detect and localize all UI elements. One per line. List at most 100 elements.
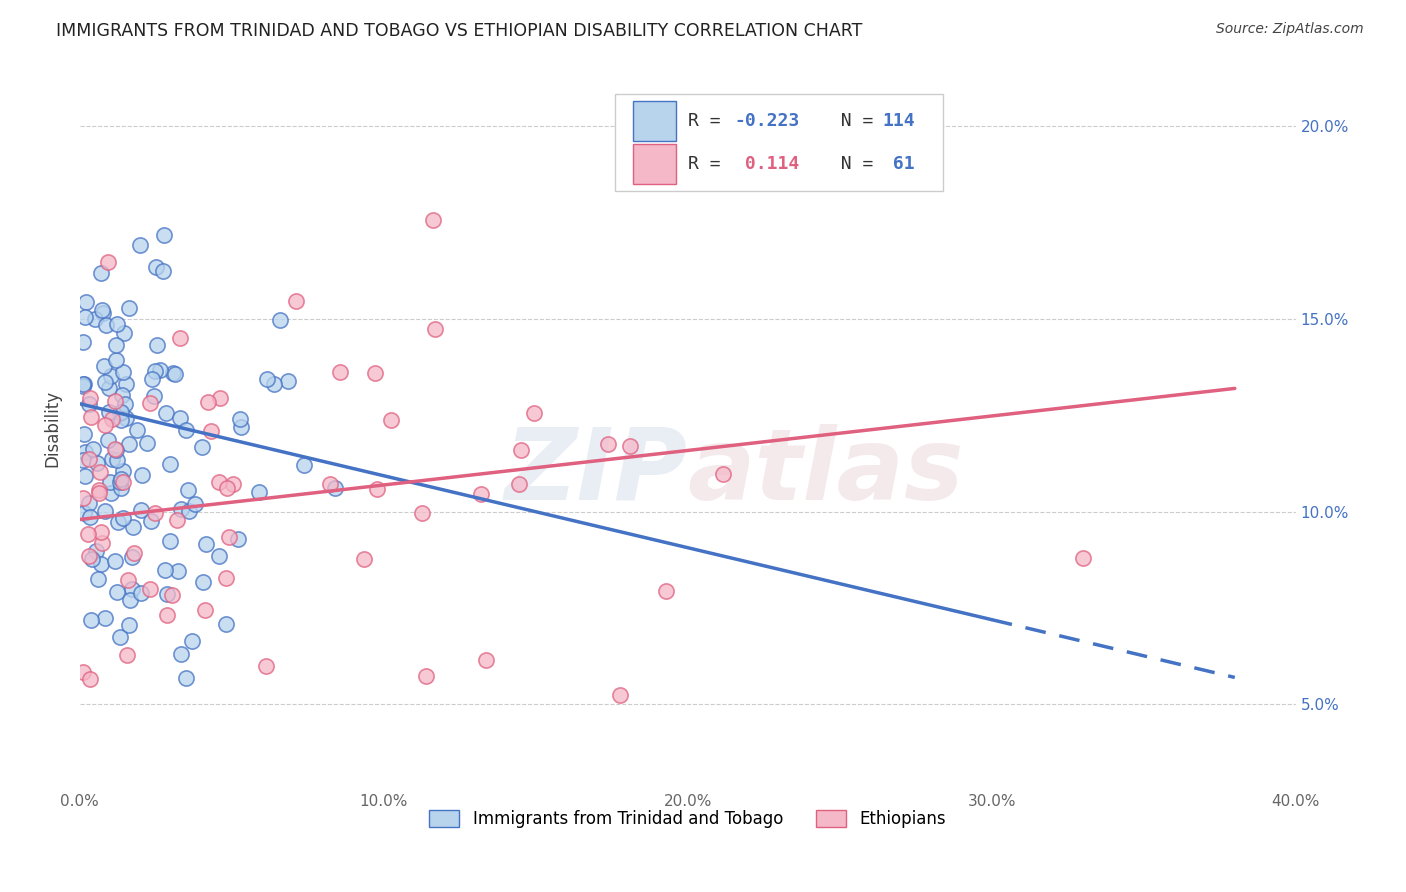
- Y-axis label: Disability: Disability: [44, 391, 60, 467]
- Point: [101, 451, 124, 466]
- Point: [156, 587, 179, 601]
- Point: [208, 549, 231, 563]
- Point: [125, 423, 148, 437]
- Point: [94, 318, 117, 332]
- Point: [148, 363, 170, 377]
- Point: [97, 434, 120, 448]
- Point: [73, 469, 96, 483]
- Point: [136, 435, 159, 450]
- Text: ZIP: ZIP: [505, 424, 688, 521]
- Point: [162, 588, 184, 602]
- Point: [105, 317, 128, 331]
- Point: [141, 372, 163, 386]
- Point: [174, 423, 197, 437]
- Point: [79, 549, 101, 563]
- Point: [254, 659, 277, 673]
- Point: [152, 264, 174, 278]
- Point: [108, 475, 131, 489]
- Text: atlas: atlas: [688, 424, 965, 521]
- Point: [129, 586, 152, 600]
- Point: [112, 511, 135, 525]
- Point: [121, 549, 143, 564]
- Point: [411, 507, 433, 521]
- Point: [184, 497, 207, 511]
- Point: [190, 440, 212, 454]
- Point: [111, 388, 134, 402]
- Point: [247, 485, 270, 500]
- Point: [90, 557, 112, 571]
- Point: [191, 575, 214, 590]
- Point: [110, 405, 132, 419]
- Point: [380, 412, 402, 426]
- Legend: Immigrants from Trinidad and Tobago, Ethiopians: Immigrants from Trinidad and Tobago, Eth…: [423, 804, 953, 835]
- Point: [91, 536, 114, 550]
- Point: [72, 491, 94, 506]
- Point: [104, 443, 127, 458]
- Point: [72, 379, 94, 393]
- Point: [329, 365, 352, 379]
- Text: 114: 114: [882, 112, 915, 130]
- Point: [112, 465, 135, 479]
- Point: [98, 404, 121, 418]
- Text: N =: N =: [820, 112, 884, 130]
- Point: [153, 563, 176, 577]
- Point: [110, 472, 132, 486]
- Point: [166, 565, 188, 579]
- Bar: [614, 94, 943, 191]
- Point: [104, 393, 127, 408]
- Point: [79, 391, 101, 405]
- Point: [169, 647, 191, 661]
- Point: [93, 375, 115, 389]
- Point: [118, 301, 141, 315]
- Point: [108, 630, 131, 644]
- Point: [86, 456, 108, 470]
- Point: [177, 504, 200, 518]
- Point: [82, 442, 104, 456]
- Point: [195, 537, 218, 551]
- Point: [256, 371, 278, 385]
- Point: [108, 406, 131, 420]
- Point: [364, 366, 387, 380]
- Point: [170, 502, 193, 516]
- Point: [143, 364, 166, 378]
- Point: [145, 338, 167, 352]
- Point: [110, 481, 132, 495]
- Point: [77, 496, 100, 510]
- Point: [122, 546, 145, 560]
- Point: [73, 310, 96, 325]
- Point: [73, 426, 96, 441]
- Text: N =: N =: [820, 155, 884, 173]
- Point: [226, 533, 249, 547]
- Point: [200, 425, 222, 439]
- Point: [145, 260, 167, 275]
- Point: [72, 506, 94, 520]
- Point: [139, 582, 162, 597]
- Point: [139, 396, 162, 410]
- Point: [93, 359, 115, 373]
- Point: [176, 483, 198, 497]
- Point: [143, 506, 166, 520]
- Point: [111, 365, 134, 379]
- Point: [79, 510, 101, 524]
- Point: [180, 634, 202, 648]
- Point: [366, 482, 388, 496]
- Point: [117, 573, 139, 587]
- Point: [90, 524, 112, 539]
- Point: [121, 582, 143, 596]
- Point: [94, 611, 117, 625]
- Point: [155, 406, 177, 420]
- Point: [98, 381, 121, 395]
- Point: [129, 502, 152, 516]
- Point: [215, 616, 238, 631]
- Point: [87, 573, 110, 587]
- Point: [98, 475, 121, 490]
- Point: [72, 665, 94, 680]
- Point: [91, 306, 114, 320]
- Point: [153, 227, 176, 242]
- Point: [115, 376, 138, 391]
- Point: [159, 534, 181, 549]
- Point: [353, 552, 375, 566]
- Point: [89, 465, 111, 479]
- Point: [105, 585, 128, 599]
- Point: [156, 608, 179, 623]
